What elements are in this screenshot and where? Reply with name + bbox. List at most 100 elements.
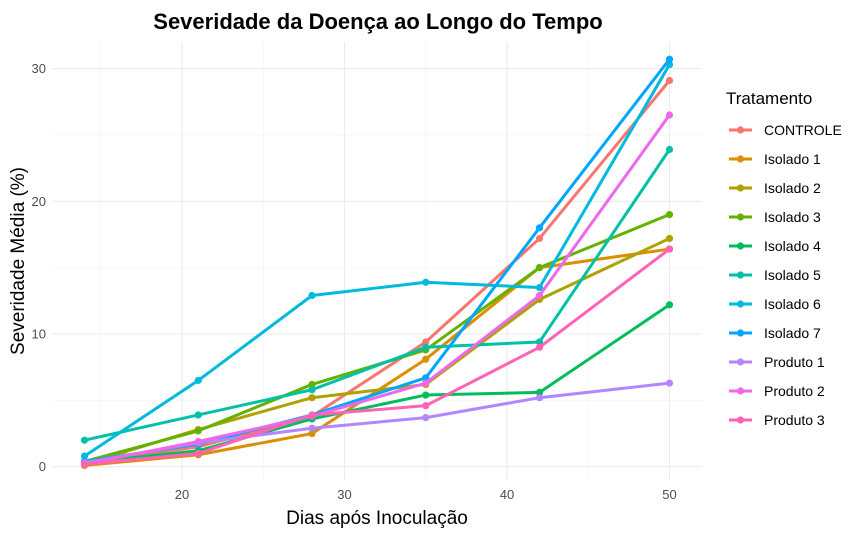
legend-key-point [736, 271, 745, 279]
legend-item: Isolado 3 [729, 209, 821, 225]
legend-item: Isolado 6 [729, 296, 821, 312]
series-produto-2 [80, 111, 674, 468]
legend-label: CONTROLE [764, 122, 842, 138]
legend-item: Produto 1 [729, 354, 825, 370]
legend-label: Isolado 7 [764, 325, 821, 341]
y-axis-title: Severidade Média (%) [8, 167, 29, 355]
legend-key-point [736, 126, 745, 134]
legend-label: Produto 3 [764, 412, 825, 428]
data-point [535, 388, 544, 396]
legend-item: Isolado 2 [729, 180, 821, 196]
series-isolado-6 [80, 60, 674, 460]
series-line [83, 236, 671, 466]
data-point [194, 427, 202, 435]
data-point [422, 343, 430, 351]
x-axis-ticks: 20 30 40 50 [175, 487, 677, 502]
series-line [83, 148, 671, 442]
series-group [80, 55, 674, 469]
series-line [83, 78, 671, 465]
data-point [665, 234, 674, 243]
legend-key-point [736, 184, 745, 192]
data-point [422, 402, 430, 410]
data-point [308, 429, 316, 438]
data-point [665, 55, 674, 63]
data-point [535, 338, 544, 346]
data-point [308, 411, 316, 419]
legend-item: Isolado 5 [729, 267, 821, 283]
x-tick-label: 40 [500, 487, 514, 502]
legend-item: Isolado 1 [729, 151, 821, 167]
data-point [665, 245, 674, 253]
legend-item: Produto 2 [729, 383, 825, 399]
x-tick-label: 50 [662, 487, 676, 502]
legend-key-point [736, 416, 745, 424]
legend-label: Isolado 1 [764, 151, 821, 167]
series-controle [80, 76, 674, 467]
legend-key-point [736, 300, 745, 308]
legend-label: Produto 1 [764, 354, 825, 370]
data-point [665, 301, 674, 309]
data-point [422, 374, 430, 382]
series-isolado-2 [80, 234, 674, 468]
legend: CONTROLE Isolado 1 Isolado 2 Isolado 3 Isola… [729, 122, 842, 428]
data-point [422, 414, 430, 422]
legend-label: Produto 2 [764, 383, 825, 399]
data-point [665, 379, 674, 387]
legend-label: Isolado 5 [764, 267, 821, 283]
data-point [665, 111, 674, 119]
data-point [194, 437, 202, 446]
series-isolado-4 [80, 301, 674, 467]
data-point [308, 291, 316, 300]
data-point [308, 380, 316, 389]
data-point [308, 386, 316, 394]
data-point [308, 394, 316, 402]
x-tick-label: 30 [337, 487, 351, 502]
data-point [665, 210, 674, 219]
series-line [83, 303, 671, 465]
legend-key-point [736, 387, 745, 395]
y-tick-label: 0 [39, 459, 46, 474]
data-point [194, 376, 202, 385]
series-line [83, 63, 671, 458]
series-produto-3 [80, 245, 674, 468]
legend-item: Isolado 4 [729, 238, 821, 254]
data-point [665, 145, 674, 154]
data-point [535, 394, 544, 402]
legend-label: Isolado 3 [764, 209, 821, 225]
data-point [80, 452, 89, 460]
series-line [83, 113, 671, 466]
data-point [194, 411, 202, 419]
y-tick-label: 30 [32, 61, 46, 76]
data-point [665, 76, 674, 85]
data-point [535, 264, 544, 272]
chart-title: Severidade da Doença ao Longo do Tempo [153, 9, 602, 34]
series-line [83, 213, 671, 463]
x-tick-label: 20 [175, 487, 189, 502]
legend-label: Isolado 6 [764, 296, 821, 312]
legend-label: Isolado 4 [764, 238, 821, 254]
legend-item: Isolado 7 [729, 325, 821, 341]
data-point [535, 224, 544, 232]
data-point [308, 424, 316, 432]
data-point [194, 449, 202, 458]
y-tick-label: 20 [32, 194, 46, 209]
data-point [535, 234, 544, 243]
legend-key-point [736, 242, 745, 250]
legend-key-point [736, 358, 745, 366]
data-point [422, 278, 430, 286]
y-axis-ticks: 0 10 20 30 [32, 61, 46, 474]
data-point [80, 436, 89, 444]
legend-title: Tratamento [726, 89, 812, 108]
data-point [535, 343, 544, 351]
series-isolado-5 [80, 145, 674, 444]
data-point [422, 379, 430, 387]
legend-item: Produto 3 [729, 412, 825, 428]
data-point [535, 291, 544, 300]
x-axis-title: Dias após Inoculação [286, 508, 468, 529]
data-point [422, 355, 430, 363]
data-point [535, 283, 544, 292]
series-isolado-3 [80, 210, 674, 466]
data-point [80, 460, 89, 468]
series-line [83, 247, 671, 466]
